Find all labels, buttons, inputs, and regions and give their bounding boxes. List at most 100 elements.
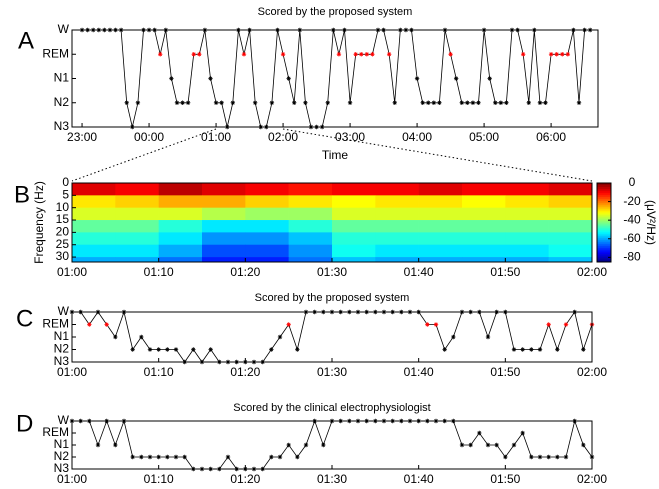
- heatmap-cell: [115, 195, 159, 208]
- epoch-marker: [537, 100, 543, 105]
- heatmap-cell: [72, 207, 116, 221]
- x-tick-label: 02:00: [577, 365, 607, 379]
- heatmap-cell: [245, 207, 289, 221]
- epoch-marker: [336, 52, 342, 57]
- epoch-marker: [370, 52, 375, 57]
- x-tick-label: 23:00: [67, 130, 97, 144]
- heatmap-cell: [505, 207, 549, 221]
- epoch-marker: [548, 52, 554, 57]
- epoch-marker: [325, 100, 330, 105]
- epoch-marker: [113, 334, 118, 340]
- epoch-marker: [537, 454, 543, 460]
- y-tick-label: 15: [56, 212, 70, 226]
- epoch-marker: [420, 100, 425, 105]
- epoch-marker: [280, 52, 286, 57]
- panel-letter: B: [14, 181, 30, 208]
- y-tick-label: 30: [56, 249, 70, 263]
- heatmap-cell: [418, 244, 463, 258]
- epoch-marker: [139, 454, 144, 460]
- heatmap-cell: [72, 220, 116, 233]
- colorbar-step: [597, 204, 611, 207]
- colorbar-step: [597, 226, 611, 229]
- epoch-marker: [563, 322, 569, 327]
- colorbar-step: [597, 244, 611, 247]
- heatmap-cell: [158, 183, 203, 196]
- x-tick-label: 01:50: [490, 265, 520, 279]
- heatmap-cell: [505, 195, 549, 208]
- epoch-marker: [392, 100, 397, 105]
- epoch-marker: [130, 347, 135, 352]
- x-tick-label: 01:20: [230, 265, 260, 279]
- epoch-marker: [182, 454, 187, 460]
- heatmap-cell: [202, 257, 246, 263]
- epoch-marker: [135, 100, 141, 105]
- epoch-marker: [156, 347, 161, 352]
- heatmap-cell: [375, 232, 419, 246]
- epoch-marker: [158, 52, 163, 57]
- colorbar-step: [597, 240, 611, 243]
- epoch-marker: [295, 454, 300, 460]
- heatmap-cell: [375, 195, 419, 208]
- heatmap-cell: [202, 220, 246, 233]
- epoch-marker: [529, 347, 534, 352]
- x-tick-label: 01:00: [57, 365, 87, 379]
- y-axis-label: Frequency (Hz): [32, 181, 46, 264]
- heatmap-cell: [462, 232, 506, 246]
- heatmap-cell: [115, 232, 159, 246]
- heatmap-cell: [505, 220, 549, 233]
- colorbar-step: [597, 190, 611, 194]
- epoch-marker: [286, 442, 291, 448]
- colorbar-step: [597, 222, 611, 225]
- heatmap-cell: [332, 220, 376, 233]
- y-tick-label: 10: [56, 200, 70, 214]
- heatmap-cell: [548, 220, 593, 233]
- colorbar-step: [597, 186, 611, 190]
- heatmap-cell: [72, 183, 116, 196]
- epoch-marker: [219, 100, 224, 105]
- colorbar-step: [597, 208, 611, 211]
- epoch-marker: [87, 322, 92, 327]
- x-tick-label: 01:40: [404, 365, 434, 379]
- colorbar-step: [597, 192, 611, 196]
- heatmap-cell: [288, 220, 333, 233]
- x-tick-label: 02:00: [577, 472, 607, 486]
- epoch-marker: [543, 100, 548, 105]
- epoch-marker: [269, 100, 275, 105]
- plot-frame: [71, 311, 593, 363]
- epoch-marker: [295, 347, 300, 352]
- epoch-marker: [124, 100, 129, 105]
- y-tick-label: 25: [56, 237, 70, 251]
- heatmap-cell: [418, 257, 463, 263]
- heatmap-cell: [548, 232, 593, 246]
- y-tick-label: REM: [42, 46, 69, 60]
- plot-frame: [71, 29, 599, 128]
- epoch-marker: [485, 442, 491, 448]
- epoch-marker: [476, 100, 481, 105]
- colorbar-step: [597, 220, 611, 223]
- x-tick-label: 01:00: [57, 265, 87, 279]
- y-tick-label: W: [58, 22, 70, 36]
- panel-letter: A: [18, 27, 34, 54]
- epoch-marker: [147, 347, 153, 352]
- epoch-marker: [147, 454, 153, 460]
- epoch-marker: [511, 347, 517, 352]
- x-tick-label: 01:30: [317, 472, 347, 486]
- heatmap-cell: [158, 207, 203, 221]
- epoch-marker: [252, 100, 258, 105]
- y-tick-label: N1: [54, 329, 70, 343]
- epoch-marker: [581, 347, 586, 352]
- epoch-marker: [477, 430, 482, 436]
- epoch-marker: [498, 100, 504, 105]
- epoch-marker: [353, 52, 358, 57]
- x-tick-label: 01:00: [57, 472, 87, 486]
- heatmap-cell: [245, 195, 289, 208]
- epoch-marker: [191, 347, 196, 352]
- heatmap-cell: [548, 207, 593, 221]
- panel-title: Scored by the clinical electrophysiologi…: [233, 402, 431, 414]
- heatmap-cell: [115, 207, 159, 221]
- heatmap-cell: [505, 244, 549, 258]
- epoch-marker: [104, 322, 109, 327]
- epoch-marker: [459, 100, 464, 105]
- colorbar-step: [597, 184, 611, 188]
- colorbar-tick-label: -80: [623, 250, 641, 264]
